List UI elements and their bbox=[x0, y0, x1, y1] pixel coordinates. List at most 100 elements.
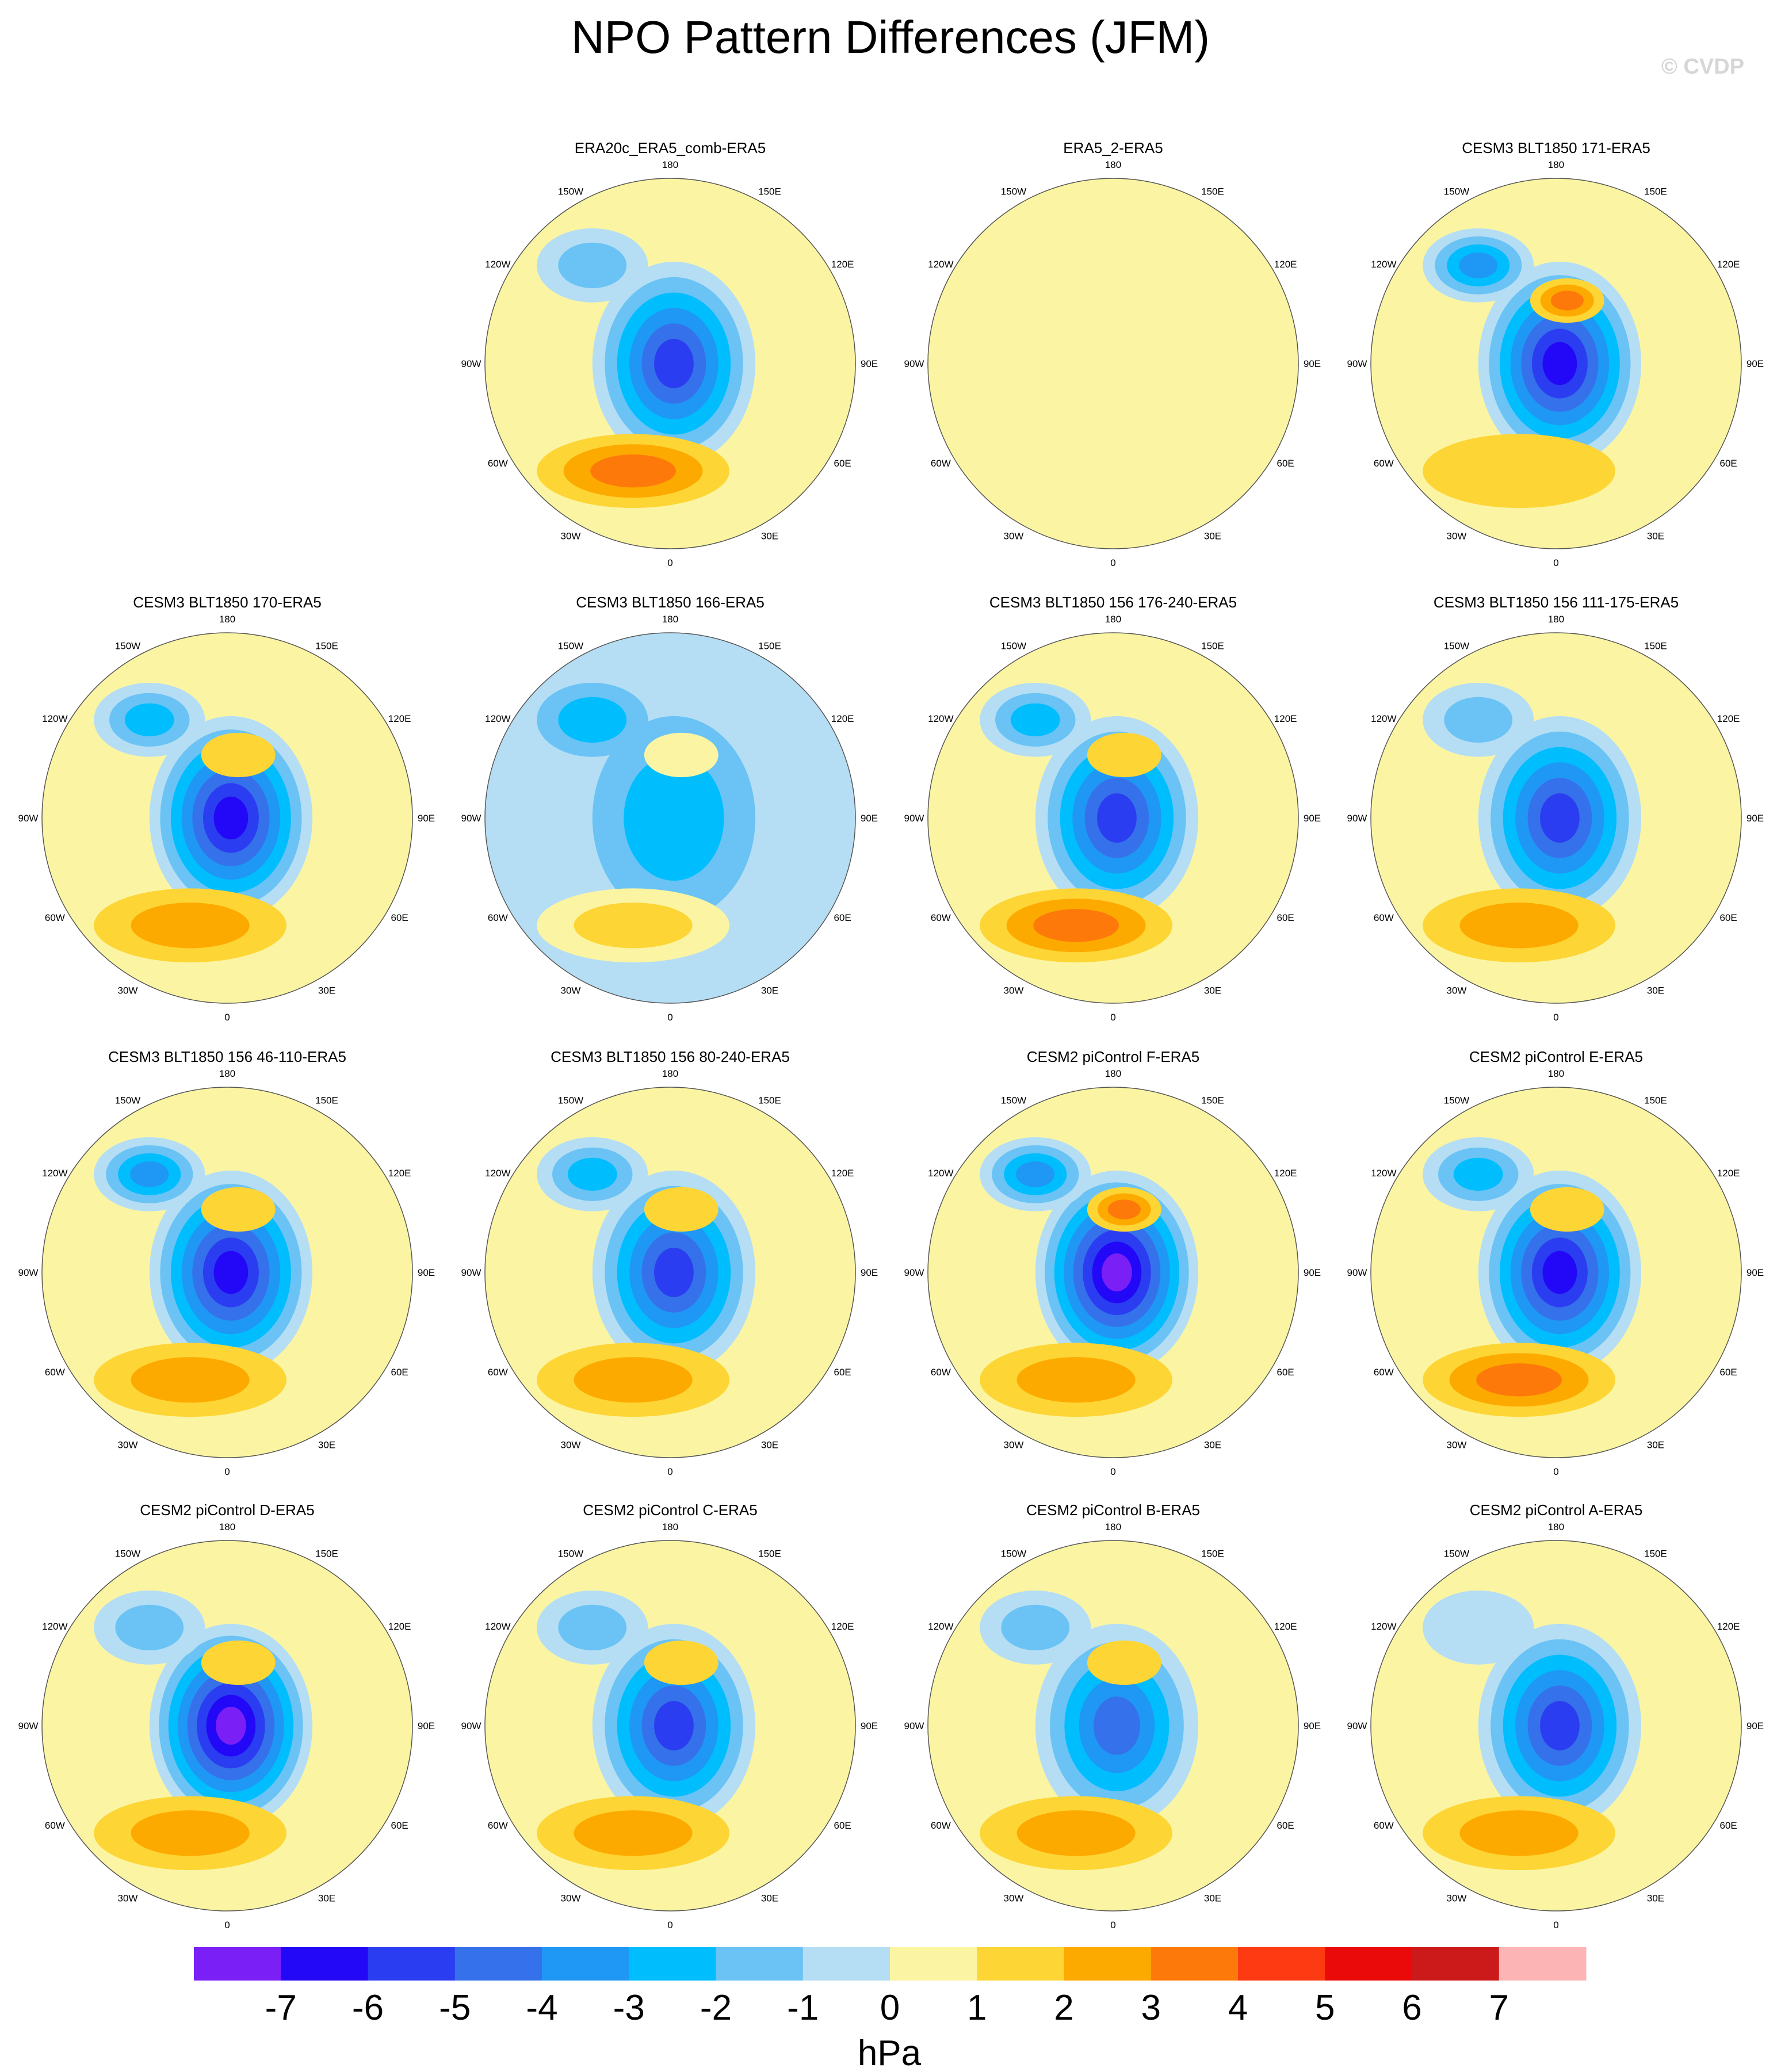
longitude-label: 30W bbox=[1004, 531, 1024, 542]
map-boundary bbox=[927, 1087, 1299, 1458]
longitude-label: 180 bbox=[219, 614, 235, 625]
longitude-label: 60W bbox=[931, 912, 951, 923]
panel-field bbox=[1371, 178, 1741, 549]
panel-field bbox=[485, 633, 855, 1003]
contour-fill bbox=[574, 903, 693, 949]
longitude-label: 120W bbox=[42, 1168, 67, 1179]
longitude-label: 90E bbox=[1746, 358, 1764, 369]
longitude-label: 0 bbox=[1110, 1920, 1115, 1930]
map-boundary bbox=[41, 1087, 413, 1458]
panel-title: CESM3 BLT1850 156 80-240-ERA5 bbox=[551, 1048, 790, 1065]
longitude-label: 90E bbox=[861, 813, 878, 824]
longitude-label: 0 bbox=[1553, 1466, 1558, 1477]
longitude-label: 120E bbox=[388, 713, 411, 724]
panel-title: CESM2 piControl A-ERA5 bbox=[1470, 1501, 1643, 1519]
contour-fill bbox=[1459, 1810, 1579, 1856]
longitude-label: 120W bbox=[1371, 259, 1396, 270]
longitude-label: 150E bbox=[1644, 186, 1667, 197]
contour-fill bbox=[654, 339, 694, 388]
contour-fill bbox=[1540, 793, 1580, 843]
longitude-label: 0 bbox=[1553, 1920, 1558, 1930]
map-boundary bbox=[1370, 178, 1742, 549]
longitude-label: 120E bbox=[831, 713, 854, 724]
longitude-label: 30E bbox=[318, 1440, 335, 1451]
contour-fill bbox=[574, 1810, 693, 1856]
longitude-label: 0 bbox=[1110, 557, 1115, 568]
panel-title: CESM2 piControl D-ERA5 bbox=[140, 1501, 314, 1519]
longitude-label: 30W bbox=[1447, 1440, 1467, 1451]
colorbar-box bbox=[1151, 1947, 1239, 1981]
longitude-label: 60E bbox=[1277, 912, 1294, 923]
map-boundary bbox=[1370, 1540, 1742, 1912]
contour-fill bbox=[1102, 1253, 1132, 1291]
longitude-label: 0 bbox=[224, 1920, 230, 1930]
longitude-label: 180 bbox=[662, 614, 678, 625]
longitude-label: 150W bbox=[558, 1095, 583, 1106]
colorbar-box bbox=[977, 1947, 1064, 1981]
longitude-label: 90E bbox=[1304, 1267, 1321, 1278]
longitude-label: 150W bbox=[1444, 1548, 1469, 1559]
contour-fill bbox=[1423, 434, 1616, 509]
longitude-label: 120E bbox=[1274, 713, 1297, 724]
longitude-label: 180 bbox=[1105, 159, 1121, 170]
longitude-label: 150W bbox=[115, 640, 140, 651]
colorbar-box bbox=[890, 1947, 977, 1981]
longitude-label: 120E bbox=[388, 1621, 411, 1632]
longitude-label: 120E bbox=[1274, 1168, 1297, 1179]
longitude-label: 150W bbox=[115, 1095, 140, 1106]
colorbar-box bbox=[629, 1947, 716, 1981]
panel-title: CESM3 BLT1850 156 46-110-ERA5 bbox=[108, 1048, 346, 1065]
longitude-label: 0 bbox=[1553, 1012, 1558, 1023]
contour-fill bbox=[130, 1161, 169, 1187]
longitude-label: 150W bbox=[1001, 640, 1026, 651]
panel-field bbox=[928, 633, 1298, 1003]
longitude-label: 150E bbox=[1644, 640, 1667, 651]
map-panel: CESM3 BLT1850 156 111-175-ERA5 180 150E 120… bbox=[1347, 594, 1764, 1023]
colorbar-tick-label: 1 bbox=[967, 1988, 987, 2028]
longitude-label: 150E bbox=[1201, 1548, 1224, 1559]
longitude-label: 150W bbox=[115, 1548, 140, 1559]
longitude-label: 150W bbox=[1001, 1095, 1026, 1106]
longitude-label: 0 bbox=[1110, 1012, 1115, 1023]
contour-fill bbox=[1087, 1640, 1161, 1685]
colorbar-tick-label: -6 bbox=[352, 1988, 384, 2028]
longitude-label: 60W bbox=[45, 1367, 65, 1378]
panel-field bbox=[485, 1087, 855, 1458]
longitude-label: 90W bbox=[461, 1721, 481, 1731]
longitude-label: 60E bbox=[1720, 912, 1737, 923]
longitude-label: 30E bbox=[761, 1893, 778, 1904]
colorbar-tick-label: 2 bbox=[1054, 1988, 1073, 2028]
longitude-label: 60E bbox=[834, 912, 851, 923]
panel-field bbox=[42, 1087, 412, 1458]
longitude-label: 120E bbox=[1717, 713, 1740, 724]
longitude-label: 30W bbox=[1447, 985, 1467, 996]
colorbar-box bbox=[1325, 1947, 1412, 1981]
longitude-label: 150W bbox=[1001, 1548, 1026, 1559]
contour-fill bbox=[1097, 793, 1137, 843]
panel-title: CESM3 BLT1850 170-ERA5 bbox=[133, 594, 322, 611]
contour-fill bbox=[1550, 290, 1584, 311]
map-panel: ERA5_2-ERA5 180 150E 120E 90E 60E 30E 0 30W 60W 90… bbox=[904, 139, 1321, 568]
longitude-label: 60E bbox=[391, 1820, 408, 1831]
longitude-label: 90E bbox=[1746, 1721, 1764, 1731]
longitude-label: 150E bbox=[315, 1095, 338, 1106]
longitude-label: 90W bbox=[1347, 1267, 1367, 1278]
longitude-label: 0 bbox=[667, 1012, 672, 1023]
map-panels: ERA20c_ERA5_comb-ERA5 180 150E 120E 90E 60E 30… bbox=[18, 139, 1764, 1930]
longitude-label: 30E bbox=[1647, 531, 1664, 542]
contour-fill bbox=[1093, 1696, 1140, 1755]
colorbar-units: hPa bbox=[858, 2033, 922, 2072]
map-panel: CESM3 BLT1850 156 80-240-ERA5 180 150E 120E… bbox=[461, 1048, 878, 1477]
longitude-label: 180 bbox=[1548, 614, 1564, 625]
longitude-label: 150W bbox=[558, 640, 583, 651]
map-boundary bbox=[41, 632, 413, 1004]
longitude-label: 60E bbox=[834, 458, 851, 469]
contour-fill bbox=[590, 454, 677, 488]
longitude-label: 90W bbox=[18, 1267, 39, 1278]
panel-field bbox=[42, 633, 412, 1003]
longitude-label: 60W bbox=[488, 1367, 508, 1378]
contour-fill bbox=[644, 1187, 718, 1232]
longitude-label: 60W bbox=[1374, 458, 1394, 469]
longitude-label: 120E bbox=[388, 1168, 411, 1179]
map-boundary bbox=[1370, 632, 1742, 1004]
